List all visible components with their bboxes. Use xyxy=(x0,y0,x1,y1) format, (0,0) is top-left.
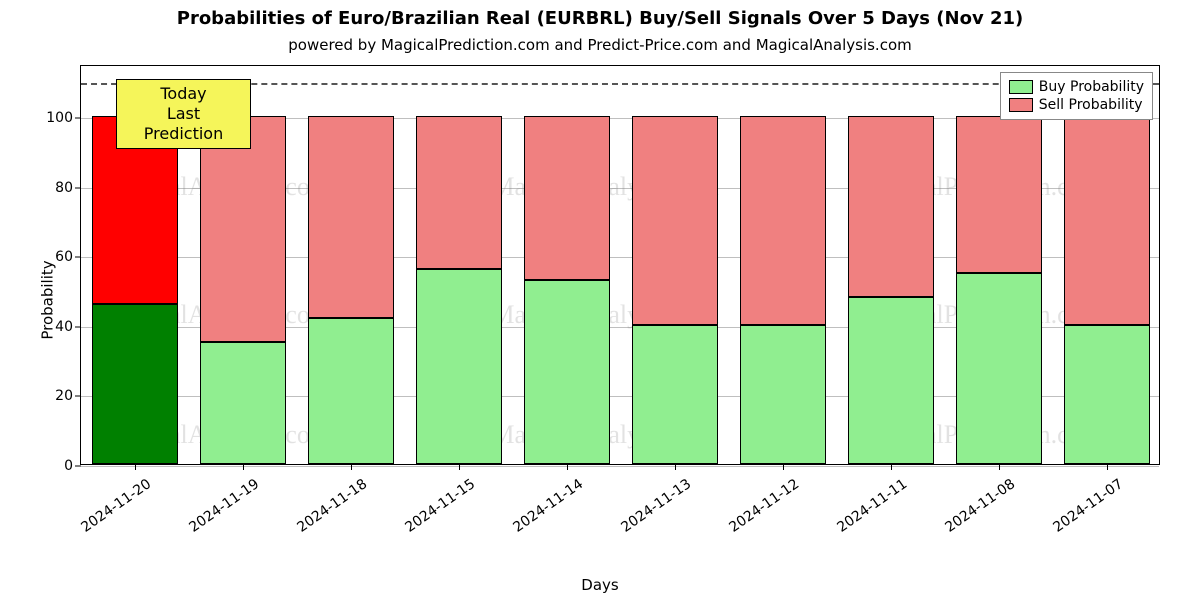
x-tick-label: 2024-11-14 xyxy=(503,476,586,541)
bar-slot xyxy=(945,64,1053,464)
bar-slot xyxy=(513,64,621,464)
y-tick-mark xyxy=(75,466,81,467)
x-tick-label: 2024-11-19 xyxy=(179,476,262,541)
chart-title: Probabilities of Euro/Brazilian Real (EU… xyxy=(0,8,1200,29)
x-tick-mark xyxy=(891,464,892,470)
bar-slot xyxy=(729,64,837,464)
sell-bar xyxy=(200,116,286,342)
sell-bar xyxy=(848,116,934,297)
buy-bar xyxy=(848,297,934,464)
y-tick-label: 40 xyxy=(33,319,73,335)
legend: Buy Probability Sell Probability xyxy=(1000,72,1153,120)
sell-bar xyxy=(308,116,394,318)
buy-bar xyxy=(956,273,1042,464)
legend-item: Sell Probability xyxy=(1009,97,1144,113)
legend-swatch xyxy=(1009,80,1033,94)
bar-slot xyxy=(837,64,945,464)
annotation-line: Last Prediction xyxy=(127,104,240,144)
chart-container: Probabilities of Euro/Brazilian Real (EU… xyxy=(0,0,1200,600)
bar-slot xyxy=(1053,64,1161,464)
buy-bar xyxy=(632,325,718,464)
sell-bar xyxy=(632,116,718,325)
x-tick-mark xyxy=(999,464,1000,470)
bar-slot xyxy=(621,64,729,464)
bar-slot xyxy=(405,64,513,464)
x-tick-label: 2024-11-11 xyxy=(827,476,910,541)
legend-item: Buy Probability xyxy=(1009,79,1144,95)
x-tick-label: 2024-11-18 xyxy=(287,476,370,541)
today-annotation: TodayLast Prediction xyxy=(116,79,251,149)
y-tick-label: 0 xyxy=(33,458,73,474)
annotation-line: Today xyxy=(127,84,240,104)
legend-label: Sell Probability xyxy=(1039,97,1143,113)
sell-bar xyxy=(524,116,610,279)
x-tick-mark xyxy=(351,464,352,470)
x-axis-label: Days xyxy=(0,576,1200,594)
buy-bar xyxy=(92,304,178,464)
sell-bar xyxy=(956,116,1042,273)
plot-area: 020406080100MagicalAnalysis.comMagicalAn… xyxy=(80,65,1160,465)
bar-slot xyxy=(297,64,405,464)
x-tick-mark xyxy=(567,464,568,470)
x-tick-mark xyxy=(675,464,676,470)
x-tick-mark xyxy=(135,464,136,470)
legend-label: Buy Probability xyxy=(1039,79,1144,95)
buy-bar xyxy=(416,269,502,464)
y-tick-label: 80 xyxy=(33,180,73,196)
x-tick-mark xyxy=(783,464,784,470)
x-tick-mark xyxy=(1107,464,1108,470)
buy-bar xyxy=(308,318,394,464)
y-tick-label: 100 xyxy=(33,110,73,126)
x-tick-mark xyxy=(243,464,244,470)
y-tick-label: 20 xyxy=(33,388,73,404)
buy-bar xyxy=(740,325,826,464)
y-tick-label: 60 xyxy=(33,249,73,265)
buy-bar xyxy=(200,342,286,464)
x-tick-label: 2024-11-15 xyxy=(395,476,478,541)
chart-subtitle: powered by MagicalPrediction.com and Pre… xyxy=(0,36,1200,54)
sell-bar xyxy=(740,116,826,325)
x-tick-label: 2024-11-08 xyxy=(935,476,1018,541)
x-tick-label: 2024-11-07 xyxy=(1043,476,1126,541)
x-tick-label: 2024-11-12 xyxy=(719,476,802,541)
buy-bar xyxy=(1064,325,1150,464)
x-tick-mark xyxy=(459,464,460,470)
buy-bar xyxy=(524,280,610,464)
x-tick-label: 2024-11-20 xyxy=(71,476,154,541)
sell-bar xyxy=(1064,116,1150,325)
x-tick-label: 2024-11-13 xyxy=(611,476,694,541)
legend-swatch xyxy=(1009,98,1033,112)
sell-bar xyxy=(416,116,502,269)
